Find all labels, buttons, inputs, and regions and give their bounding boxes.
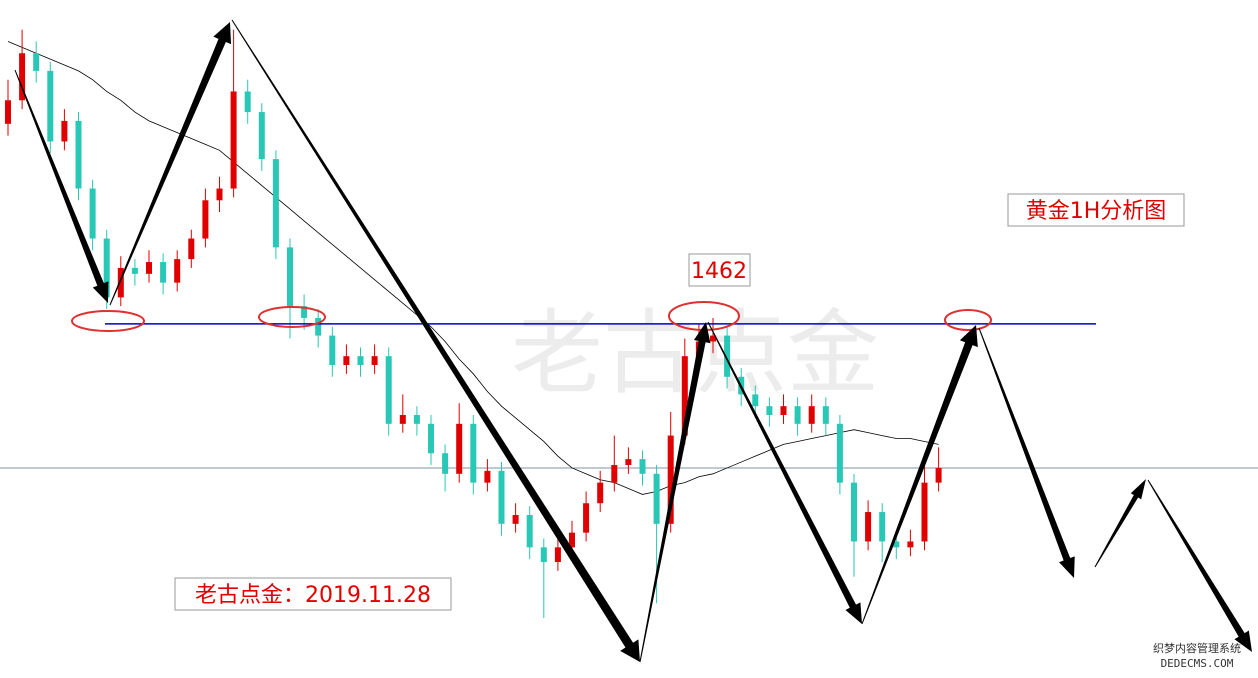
candle-body: [301, 306, 308, 318]
candle-body: [89, 188, 96, 239]
candle-body: [244, 91, 251, 113]
candle-body: [498, 470, 505, 524]
note-box: [174, 577, 452, 611]
candle-body: [272, 159, 279, 248]
candle-body: [526, 515, 533, 548]
candle-body: [230, 91, 237, 189]
candle-body: [315, 317, 322, 336]
trend-arrow: [707, 321, 862, 624]
candle-body: [935, 467, 942, 483]
candle-body: [822, 406, 829, 424]
candle-body: [399, 415, 406, 424]
title-box: [1007, 193, 1185, 227]
candle-body: [5, 100, 11, 124]
candle-body: [146, 262, 152, 274]
candle-body: [907, 541, 914, 548]
candle-body: [681, 356, 688, 436]
highlight-ellipse: [258, 306, 326, 328]
candle-body: [131, 267, 138, 274]
candle-body: [611, 465, 618, 483]
candle-body: [258, 112, 265, 160]
candle-body: [188, 238, 195, 260]
candle-body: [893, 541, 900, 548]
candle-body: [879, 512, 886, 542]
candle-body: [442, 453, 449, 474]
candle-body: [540, 547, 547, 563]
corner-text: DEDECMS.COM: [1161, 657, 1234, 670]
trend-arrow: [231, 19, 640, 663]
level-label: 1462: [691, 259, 747, 284]
candle-body: [117, 267, 124, 298]
candle-body: [667, 435, 674, 524]
level-label-box: [688, 253, 751, 287]
chart-title: 黄金1H分析图: [1026, 199, 1167, 224]
candle-body: [851, 482, 857, 542]
trend-arrow: [639, 322, 711, 663]
candle-body: [583, 503, 590, 533]
trend-arrow: [978, 327, 1075, 578]
candle-body: [724, 335, 731, 377]
candle-body: [766, 406, 773, 415]
candle-body: [371, 356, 378, 365]
note: 老古点金：2019.11.28: [195, 583, 431, 608]
highlight-ellipse: [944, 309, 992, 331]
trend-arrow: [1094, 479, 1146, 568]
candle-body: [752, 394, 759, 407]
candle-body: [385, 356, 392, 424]
candle-body: [174, 259, 181, 283]
candle-body: [569, 532, 575, 548]
candle-body: [103, 238, 110, 298]
candle-body: [75, 120, 82, 189]
candle-body: [428, 423, 434, 454]
trend-arrow: [1147, 479, 1252, 652]
candle-body: [484, 470, 491, 483]
candle-body: [836, 423, 843, 483]
candle-body: [639, 459, 646, 474]
candle-body: [625, 459, 632, 465]
moving-average: [7, 41, 939, 495]
candle-body: [160, 262, 167, 283]
candle-body: [216, 188, 223, 201]
candle-body: [512, 515, 519, 524]
candle-body: [554, 547, 561, 563]
corner-text: 织梦内容管理系统: [1153, 641, 1241, 655]
candle-body: [597, 482, 604, 504]
candle-body: [202, 200, 209, 239]
trend-arrow: [109, 22, 232, 306]
candle-body: [47, 70, 54, 142]
candle-body: [413, 415, 420, 424]
candle-body: [780, 406, 787, 415]
candle-body: [343, 356, 350, 365]
candle-body: [33, 53, 40, 71]
candle-body: [470, 423, 477, 483]
candle-body: [329, 335, 336, 365]
trend-arrow: [861, 325, 978, 625]
candle-body: [357, 356, 364, 365]
candle-body: [456, 423, 463, 474]
candle-body: [794, 406, 801, 424]
candle-body: [921, 482, 928, 542]
candle-body: [865, 512, 872, 542]
candle-body: [808, 406, 815, 424]
candle-body: [61, 120, 68, 142]
trend-arrow: [14, 69, 109, 303]
candle-body: [287, 247, 293, 307]
candle-body: [710, 335, 716, 342]
candle-body: [653, 473, 660, 524]
candle-body: [19, 53, 26, 101]
highlight-ellipse: [71, 310, 145, 332]
